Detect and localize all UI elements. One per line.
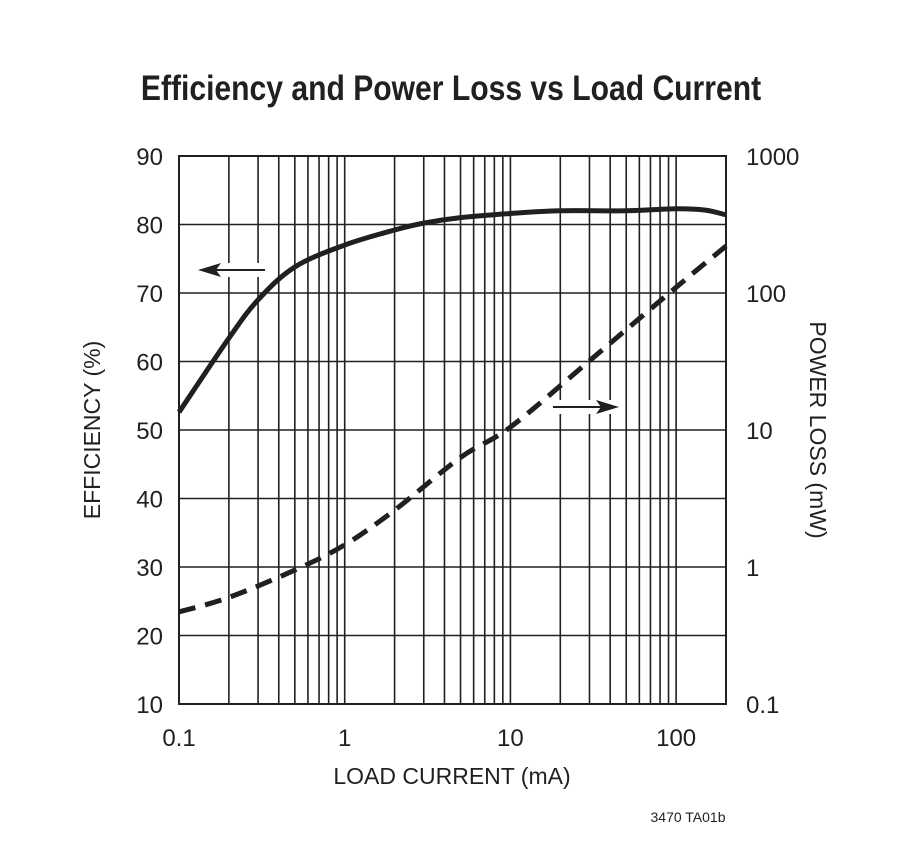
series	[176, 206, 728, 615]
y-tick-label: 80	[136, 213, 163, 240]
y2-tick-label: 10	[746, 418, 773, 445]
footnote: 3470 TA01b	[651, 809, 726, 825]
x-tick-label: 100	[656, 725, 696, 752]
power-loss-line	[178, 244, 728, 615]
y-tick-label: 50	[136, 418, 163, 445]
y2-tick-label: 1000	[746, 144, 799, 171]
x-tick-label: 0.1	[162, 725, 195, 752]
y-tick-label: 40	[136, 487, 163, 514]
x-tick-label: 10	[497, 725, 524, 752]
plot-frame	[178, 155, 727, 705]
y2-tick-label: 100	[746, 281, 786, 308]
x-axis-label: LOAD CURRENT (mA)	[333, 763, 570, 789]
axis-arrows	[198, 263, 619, 414]
tick-labels: 0.1 1 10 100 10 20 30 40 50 60 70 80 90 0.1 1 10 100 1000	[136, 144, 799, 752]
x-tick-label: 1	[338, 725, 351, 752]
y-tick-label: 10	[136, 692, 163, 719]
y2-axis-label: POWER LOSS (mW)	[805, 321, 831, 538]
efficiency-line	[176, 206, 727, 414]
y-tick-label: 60	[136, 350, 163, 377]
y2-tick-label: 1	[746, 555, 759, 582]
y-tick-label: 30	[136, 555, 163, 582]
grid	[178, 155, 727, 705]
y-axis-label: EFFICIENCY (%)	[79, 341, 105, 519]
chart-title: Efficiency and Power Loss vs Load Curren…	[141, 68, 761, 108]
y-tick-label: 70	[136, 281, 163, 308]
y2-tick-label: 0.1	[746, 692, 779, 719]
y-tick-label: 90	[136, 144, 163, 171]
right-arrow-icon	[596, 400, 619, 414]
y-tick-label: 20	[136, 624, 163, 651]
left-arrow-icon	[198, 263, 221, 277]
